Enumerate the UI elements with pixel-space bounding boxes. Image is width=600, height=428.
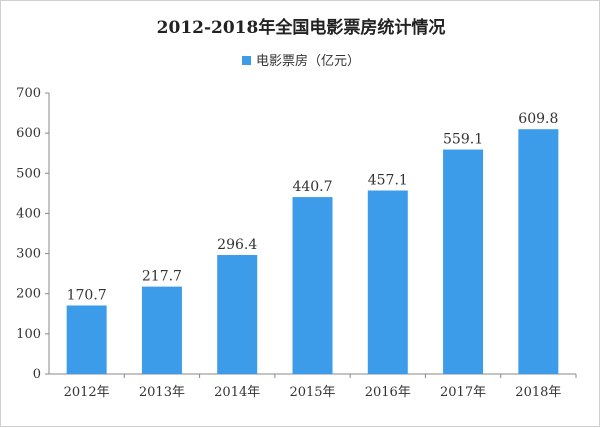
y-tick-label: 0: [33, 367, 41, 382]
bar: [66, 305, 107, 374]
bar: [292, 197, 333, 374]
x-tick-label: 2012年: [64, 385, 110, 400]
bar: [141, 286, 182, 374]
y-tick-label: 100: [16, 327, 41, 342]
x-tick-label: 2017年: [440, 385, 486, 400]
legend-swatch: [241, 56, 251, 65]
bar: [518, 129, 559, 374]
legend-label: 电影票房（亿元）: [255, 54, 360, 69]
bar: [217, 255, 258, 374]
x-tick-label: 2013年: [139, 385, 185, 400]
bar-value-label: 217.7: [142, 269, 182, 285]
x-tick-label: 2014年: [214, 385, 260, 400]
bar-value-label: 609.8: [518, 111, 558, 127]
bar-value-label: 559.1: [443, 132, 483, 148]
y-tick-label: 600: [16, 126, 41, 141]
y-tick-label: 700: [16, 86, 41, 101]
x-tick-label: 2015年: [289, 385, 335, 400]
x-tick-label: 2016年: [365, 385, 411, 400]
bar-value-label: 457.1: [368, 173, 408, 189]
y-tick-label: 200: [16, 287, 41, 302]
x-tick-label: 2018年: [515, 385, 561, 400]
bar: [443, 149, 484, 374]
y-tick-label: 300: [16, 247, 41, 262]
bar-value-label: 170.7: [67, 287, 107, 303]
chart-title: 2012-2018年全国电影票房统计情况: [156, 18, 446, 38]
bar-value-label: 440.7: [292, 179, 332, 195]
bar: [367, 190, 408, 374]
y-tick-label: 500: [16, 166, 41, 181]
y-tick-label: 400: [16, 206, 41, 221]
chart-legend: 电影票房（亿元）: [1, 50, 600, 69]
bar-value-label: 296.4: [217, 237, 257, 253]
